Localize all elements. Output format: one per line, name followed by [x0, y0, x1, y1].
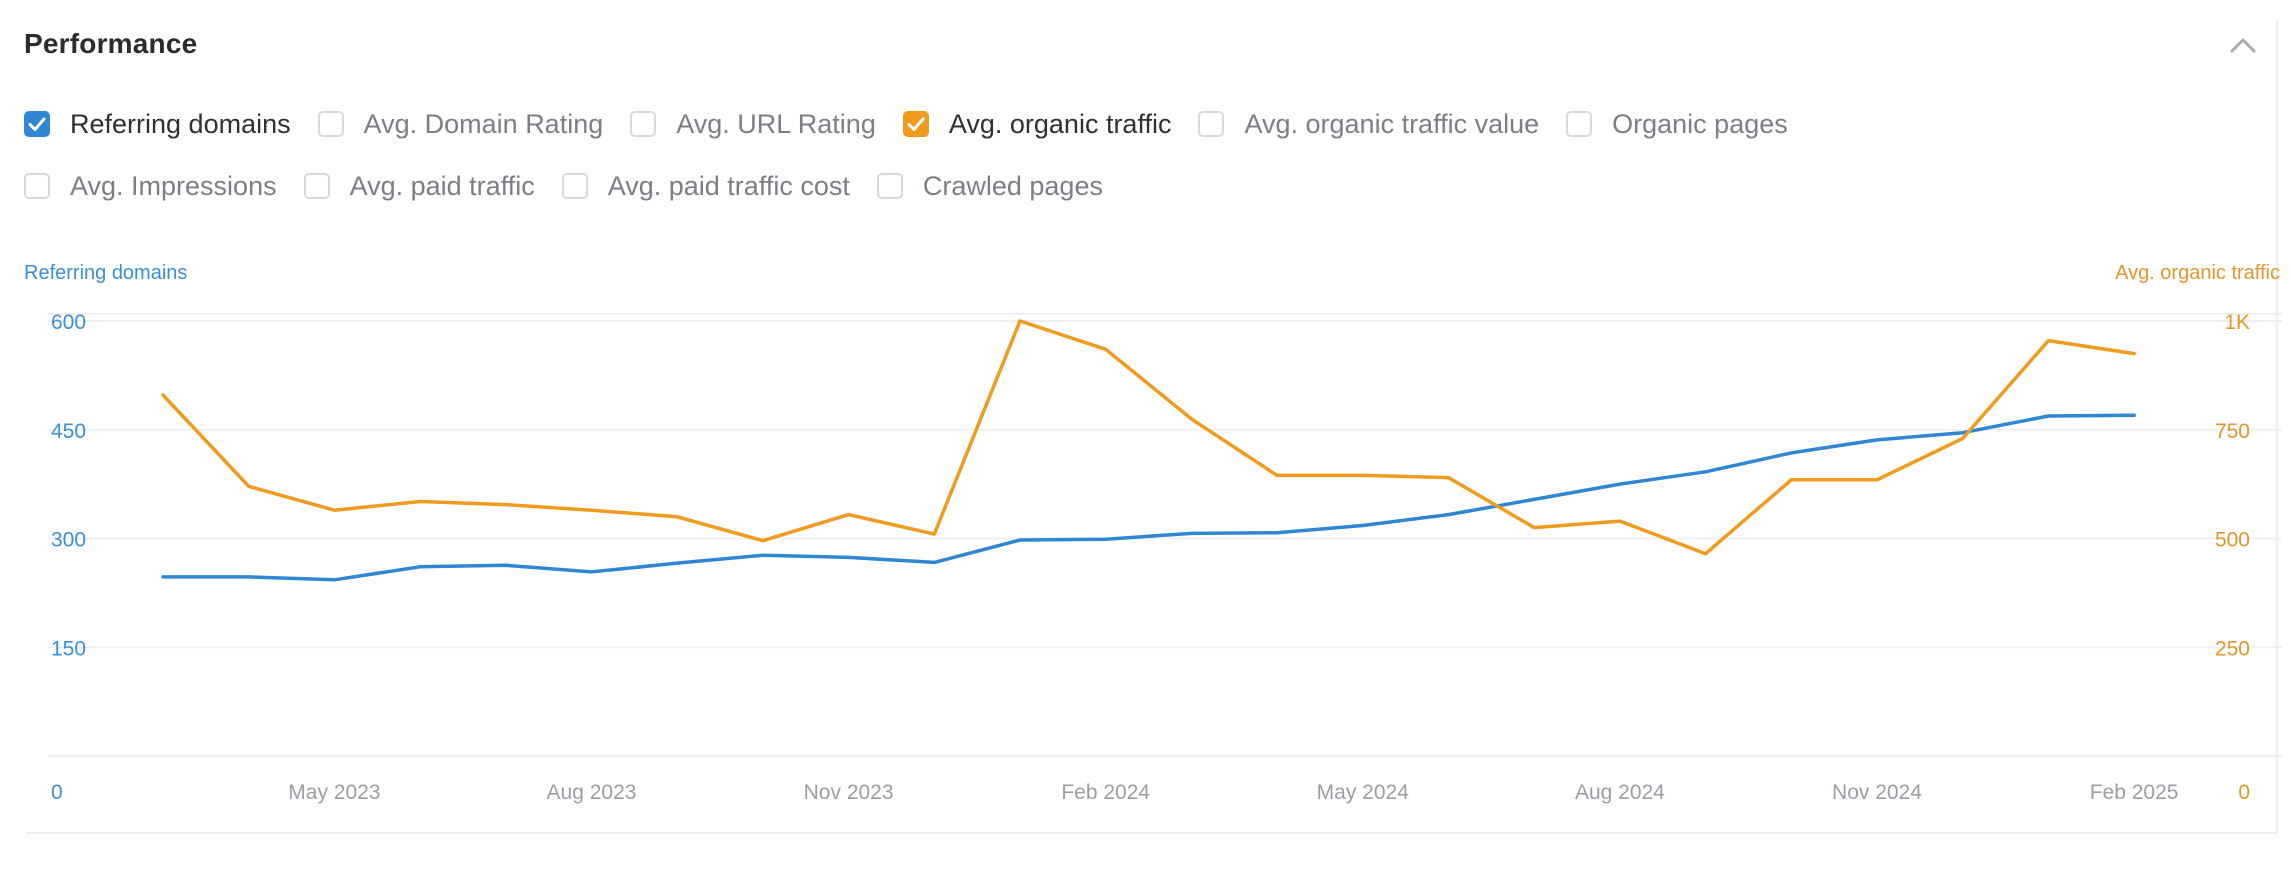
metric-toggle-row-1: Referring domains Avg. Domain Rating Avg…	[24, 104, 1815, 144]
metric-label: Avg. Domain Rating	[363, 108, 604, 139]
metric-avg-organic-traffic[interactable]: Avg. organic traffic	[902, 108, 1172, 140]
checkbox-checked-icon[interactable]	[24, 111, 50, 137]
right-tick-label: 500	[2215, 529, 2250, 552]
x-tick-label: Nov 2024	[1832, 781, 1922, 804]
right-tick-label: 750	[2215, 420, 2250, 443]
x-tick-label: May 2024	[1317, 781, 1410, 804]
metric-avg-paid-traffic[interactable]: Avg. paid traffic	[303, 170, 535, 202]
metric-toggle-row-2: Avg. Impressions Avg. paid traffic Avg. …	[24, 166, 1130, 206]
metric-label: Avg. Impressions	[70, 170, 277, 201]
x-tick-label: Aug 2024	[1575, 781, 1665, 804]
left-axis-title: Referring domains	[24, 262, 188, 284]
referring-domains-line	[161, 413, 2136, 582]
panel-title: Performance	[24, 28, 198, 59]
metric-avg-domain-rating[interactable]: Avg. Domain Rating	[317, 108, 604, 140]
checkbox-icon[interactable]	[303, 173, 330, 199]
metric-label: Avg. paid traffic	[349, 170, 535, 201]
metric-referring-domains[interactable]: Referring domains	[24, 109, 291, 140]
chevron-up-icon[interactable]	[2228, 34, 2258, 56]
right-axis-title: Avg. organic traffic	[2115, 262, 2280, 284]
x-tick-label: Feb 2025	[2090, 781, 2179, 804]
checkbox-icon[interactable]	[317, 111, 344, 137]
checkbox-icon[interactable]	[1198, 111, 1225, 137]
checkbox-checked-icon[interactable]	[902, 111, 929, 137]
metric-label: Referring domains	[70, 108, 291, 139]
metric-avg-url-rating[interactable]: Avg. URL Rating	[630, 109, 876, 140]
left-tick-label: 0	[51, 781, 63, 804]
metric-avg-impressions[interactable]: Avg. Impressions	[24, 171, 277, 202]
metric-crawled-pages[interactable]: Crawled pages	[876, 170, 1103, 202]
metric-label: Avg. paid traffic cost	[607, 170, 850, 201]
right-tick-label: 1K	[2224, 311, 2250, 334]
metric-label: Avg. URL Rating	[676, 108, 876, 139]
checkbox-icon[interactable]	[24, 173, 50, 199]
left-tick-label: 600	[51, 311, 86, 334]
checkbox-icon[interactable]	[876, 173, 903, 199]
right-tick-label: 250	[2215, 637, 2250, 660]
left-tick-label: 150	[51, 637, 86, 660]
performance-panel	[26, 20, 2278, 834]
metric-avg-paid-traffic-cost[interactable]: Avg. paid traffic cost	[561, 170, 850, 202]
metric-label: Avg. organic traffic value	[1244, 108, 1540, 139]
gridlines	[48, 313, 2282, 757]
series-lines	[161, 319, 2136, 582]
left-tick-label: 300	[51, 529, 86, 552]
x-tick-label: May 2023	[288, 781, 380, 804]
avg-organic-traffic-line	[161, 319, 2136, 556]
right-tick-label: 0	[2238, 781, 2250, 804]
metric-label: Organic pages	[1612, 108, 1788, 139]
metric-label: Avg. organic traffic	[948, 108, 1172, 139]
checkbox-icon[interactable]	[1566, 111, 1593, 137]
left-tick-label: 450	[51, 420, 86, 443]
checkbox-icon[interactable]	[561, 173, 588, 199]
metric-avg-organic-traffic-value[interactable]: Avg. organic traffic value	[1198, 109, 1539, 140]
x-tick-label: Nov 2023	[804, 781, 894, 804]
x-tick-label: Feb 2024	[1061, 781, 1150, 804]
metric-label: Crawled pages	[922, 170, 1103, 201]
checkbox-icon[interactable]	[630, 111, 657, 137]
axis-ticks: 0 150 300 450 600 0 250 500 750 1K May 2023 Aug 202…	[51, 311, 2250, 804]
x-tick-label: Aug 2023	[547, 781, 637, 804]
metric-organic-pages[interactable]: Organic pages	[1566, 109, 1788, 140]
